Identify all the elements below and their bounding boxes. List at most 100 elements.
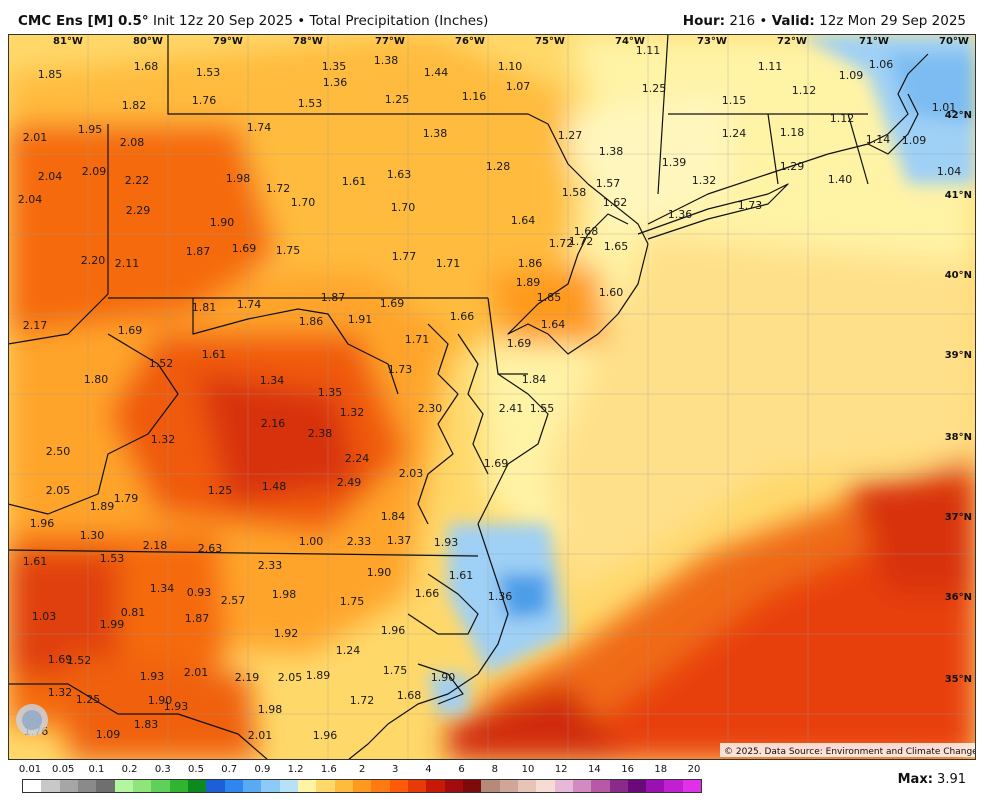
point-value: 1.36 — [668, 208, 693, 221]
point-value: 1.91 — [348, 313, 373, 326]
precipitation-map: 1.85 1.68 1.53 1.35 1.38 1.44 1.10 1.11 1.11 1.09… — [8, 34, 976, 760]
longitude-label: 75°W — [535, 36, 565, 47]
point-value: 1.69 — [48, 653, 73, 666]
point-value: 1.86 — [299, 315, 324, 328]
point-value: 2.29 — [126, 204, 151, 217]
longitude-label: 78°W — [293, 36, 323, 47]
point-value: 1.85 — [537, 291, 562, 304]
point-value: 1.85 — [38, 68, 63, 81]
point-value: 1.14 — [866, 133, 891, 146]
point-value: 2.50 — [46, 445, 71, 458]
legend-label: 10 — [521, 764, 535, 775]
point-value: 1.53 — [100, 552, 125, 565]
point-value: 2.19 — [235, 671, 260, 684]
point-value: 1.81 — [192, 301, 217, 314]
point-value: 1.84 — [522, 373, 547, 386]
model-name: CMC Ens [M] 0.5° — [18, 13, 149, 29]
legend-swatch — [481, 780, 500, 792]
point-value: 1.25 — [385, 93, 410, 106]
latitude-labels: 42°N 41°N 40°N 39°N 38°N 37°N 36°N 35°N — [945, 110, 972, 685]
point-value: 1.86 — [518, 257, 543, 270]
legend-label: 18 — [654, 764, 668, 775]
map-frame — [8, 34, 976, 760]
legend-swatch — [352, 780, 372, 792]
point-value: 1.36 — [323, 76, 348, 89]
latitude-label: 40°N — [945, 270, 972, 281]
legend-label: 8 — [491, 764, 498, 775]
point-value: 1.90 — [367, 566, 392, 579]
point-value: 1.83 — [134, 718, 159, 731]
point-value: 0.93 — [187, 586, 212, 599]
legend-label: 0.2 — [121, 764, 138, 775]
point-value: 1.74 — [247, 121, 272, 134]
map-canvas: 1.85 1.68 1.53 1.35 1.38 1.44 1.10 1.11 1.11 1.09… — [8, 34, 976, 760]
point-value: 2.01 — [184, 666, 209, 679]
legend-swatch — [389, 780, 408, 792]
point-value: 1.89 — [90, 500, 115, 513]
point-value: 2.24 — [345, 452, 370, 465]
point-value: 1.03 — [32, 610, 57, 623]
point-value: 1.76 — [192, 94, 217, 107]
valid-label: Valid: — [771, 13, 815, 29]
point-value: 1.64 — [541, 318, 566, 331]
border-ny-pa — [167, 34, 589, 185]
hour-label: Hour: — [682, 13, 726, 29]
legend-swatch — [297, 780, 317, 792]
legend-label: 0.05 — [52, 764, 75, 775]
legend-label: 0.01 — [18, 764, 42, 775]
point-value: 0.81 — [121, 606, 146, 619]
longitude-label: 77°W — [375, 36, 405, 47]
legend-swatch — [224, 780, 243, 792]
point-value: 1.35 — [322, 60, 347, 73]
point-value: 1.74 — [237, 298, 262, 311]
point-value: 1.09 — [902, 134, 927, 147]
point-value: 2.04 — [38, 170, 63, 183]
point-value: 2.16 — [261, 417, 286, 430]
valid-time: Hour: 216 • Valid: 12z Mon 29 Sep 2025 — [683, 13, 966, 29]
point-value: 2.22 — [125, 174, 150, 187]
legend-label: 1.6 — [320, 764, 337, 775]
legend-swatch — [132, 780, 152, 792]
point-value: 2.11 — [115, 257, 140, 270]
header: CMC Ens [M] 0.5° Init 12z 20 Sep 2025 • … — [0, 0, 984, 34]
point-value: 1.12 — [830, 112, 855, 125]
longitude-label: 79°W — [213, 36, 243, 47]
point-value: 1.25 — [642, 82, 667, 95]
point-value: 1.24 — [722, 127, 747, 140]
legend-swatch — [279, 780, 298, 792]
point-value: 1.53 — [298, 97, 323, 110]
latitude-label: 36°N — [945, 592, 972, 603]
point-value: 1.96 — [30, 517, 55, 530]
point-value: 1.69 — [507, 337, 532, 350]
legend-swatch — [169, 780, 188, 792]
point-value: 1.58 — [8, 34, 20, 37]
point-value: 1.27 — [558, 129, 583, 142]
latitude-label: 42°N — [945, 110, 972, 121]
point-value: 1.84 — [381, 510, 406, 523]
point-value: 1.38 — [423, 127, 448, 140]
latitude-label: 37°N — [945, 512, 972, 523]
legend-swatch — [536, 780, 555, 792]
point-value: 2.38 — [308, 427, 333, 440]
point-value: 2.08 — [120, 136, 145, 149]
legend-label: 0.3 — [154, 764, 171, 775]
point-value: 1.25 — [208, 484, 233, 497]
point-value: 1.70 — [391, 201, 416, 214]
point-value: 1.75 — [383, 664, 408, 677]
point-value: 1.98 — [258, 703, 283, 716]
state-boundaries — [8, 34, 929, 760]
legend-swatch — [554, 780, 573, 792]
point-value: 1.11 — [636, 44, 661, 57]
point-value: 1.90 — [148, 694, 173, 707]
border-wv-va — [8, 333, 179, 515]
point-value: 1.68 — [397, 689, 422, 702]
point-value: 1.77 — [392, 250, 417, 263]
point-value: 1.80 — [84, 373, 109, 386]
point-value: 1.07 — [506, 80, 531, 93]
weatherbell-logo — [16, 704, 48, 736]
point-value: 2.04 — [18, 193, 43, 206]
point-value: 1.06 — [869, 58, 894, 71]
longitude-label: 76°W — [455, 36, 485, 47]
point-value: 1.18 — [780, 126, 805, 139]
legend-swatch — [664, 780, 683, 792]
